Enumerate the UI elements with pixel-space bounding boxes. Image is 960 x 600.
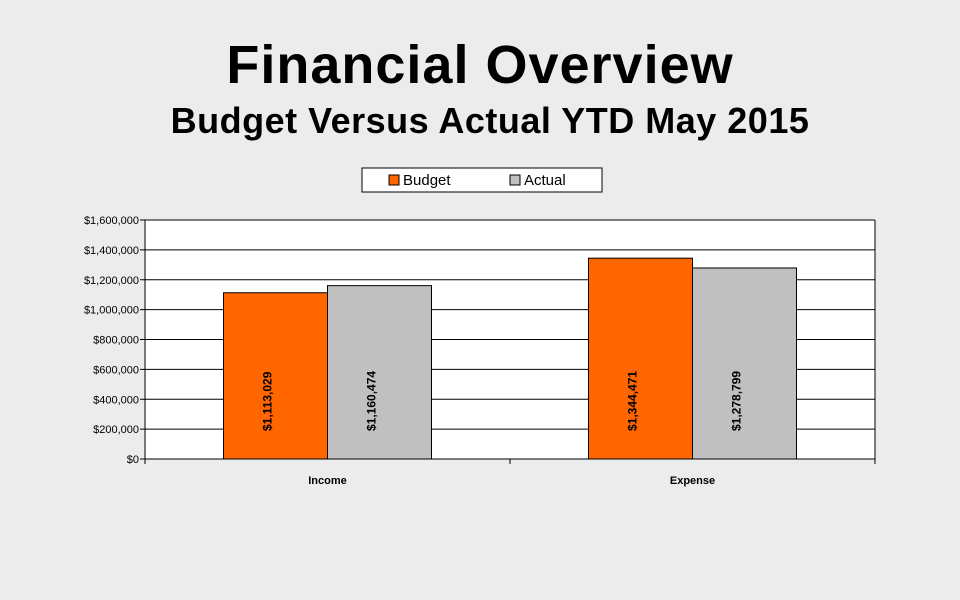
data-label: $1,160,474 (365, 371, 379, 431)
legend-swatch-budget (388, 174, 400, 186)
y-tick-label: $1,600,000 (84, 215, 139, 227)
chart-legend: Budget Actual (361, 167, 603, 193)
data-label: $1,278,799 (730, 371, 744, 431)
y-tick-label: $800,000 (93, 335, 139, 347)
y-tick-label: $0 (127, 454, 139, 466)
slide-subtitle: Budget Versus Actual YTD May 2015 (170, 100, 810, 141)
data-label: $1,344,471 (626, 371, 640, 431)
y-tick-label: $1,400,000 (84, 245, 139, 257)
y-tick-label: $600,000 (93, 364, 139, 376)
y-tick-label: $1,200,000 (84, 275, 139, 287)
bar-budget-income (223, 292, 328, 460)
y-tick-label: $400,000 (93, 394, 139, 406)
slide-title: Financial Overview (226, 35, 734, 95)
legend-swatch-actual (509, 174, 521, 186)
y-tick-label: $1,000,000 (84, 305, 139, 317)
x-category-label: Income (308, 475, 347, 487)
bar-actual-income (327, 285, 432, 460)
plot-area: $0 $200,000 $400,000 $600,000 $800,000 $1,000… (84, 215, 876, 487)
bar-actual-expense (692, 267, 797, 460)
y-tick-label: $200,000 (93, 424, 139, 436)
legend-box (361, 167, 603, 193)
legend-label-budget: Budget (403, 172, 451, 189)
legend-label-actual: Actual (524, 172, 566, 189)
x-category-label: Expense (670, 475, 715, 487)
bar-budget-expense (588, 257, 693, 460)
data-label: $1,113,029 (261, 371, 275, 431)
